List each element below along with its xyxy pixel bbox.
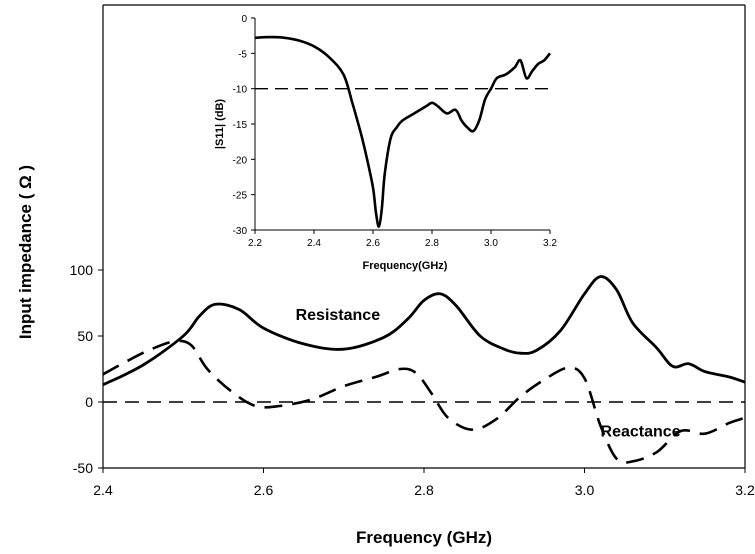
inset-xtick-label: 2.8 — [425, 238, 439, 249]
main-yticks: -50 0 50 100 — [70, 262, 103, 476]
main-ytick-label: 0 — [85, 394, 93, 410]
main-xticks: 2.4 2.6 2.8 3.0 3.2 — [93, 468, 755, 498]
main-y-axis-title: Input impedance ( Ω ) — [16, 165, 35, 339]
inset-xtick-label: 3.0 — [484, 238, 498, 249]
resistance-line — [102, 275, 746, 387]
main-xtick-label: 2.8 — [414, 482, 434, 498]
s11-line — [254, 35, 552, 228]
inset-xtick-label: 2.4 — [307, 238, 321, 249]
main-ytick-label: 50 — [77, 328, 93, 344]
inset-xtick-label: 3.2 — [543, 238, 557, 249]
inset-xtick-label: 2.2 — [248, 238, 262, 249]
inset-xtick-label: 2.6 — [366, 238, 380, 249]
inset-ytick-label: -25 — [233, 191, 248, 202]
main-xtick-label: 3.2 — [735, 482, 755, 498]
inset-xticks: 2.2 2.4 2.6 2.8 3.0 3.2 — [248, 230, 557, 249]
inset-chart: 0 -5 -10 -15 -20 -25 -30 2.2 2.4 2.6 2.8 3.0 3.2 Fr… — [214, 14, 557, 272]
reactance-annotation: Reactance — [601, 423, 681, 440]
main-x-axis-title: Frequency (GHz) — [356, 528, 492, 547]
inset-background — [255, 18, 550, 230]
inset-ytick-label: -15 — [233, 120, 248, 131]
inset-ytick-label: -30 — [233, 226, 248, 237]
inset-ytick-label: 0 — [241, 14, 247, 25]
main-ytick-label: 100 — [70, 262, 94, 278]
inset-y-axis-title: |S11| (dB) — [214, 99, 226, 150]
reactance-line — [102, 339, 746, 465]
inset-x-axis-title: Frequency(GHz) — [363, 260, 448, 272]
inset-ytick-label: -20 — [233, 155, 248, 166]
inset-ytick-label: -10 — [233, 85, 248, 96]
main-xtick-label: 2.6 — [254, 482, 274, 498]
inset-yticks: 0 -5 -10 -15 -20 -25 -30 — [233, 14, 255, 237]
resistance-annotation: Resistance — [296, 307, 381, 324]
inset-ytick-label: -5 — [238, 49, 247, 60]
main-xtick-label: 3.0 — [575, 482, 595, 498]
main-xtick-label: 2.4 — [93, 482, 113, 498]
main-ytick-label: -50 — [73, 460, 93, 476]
